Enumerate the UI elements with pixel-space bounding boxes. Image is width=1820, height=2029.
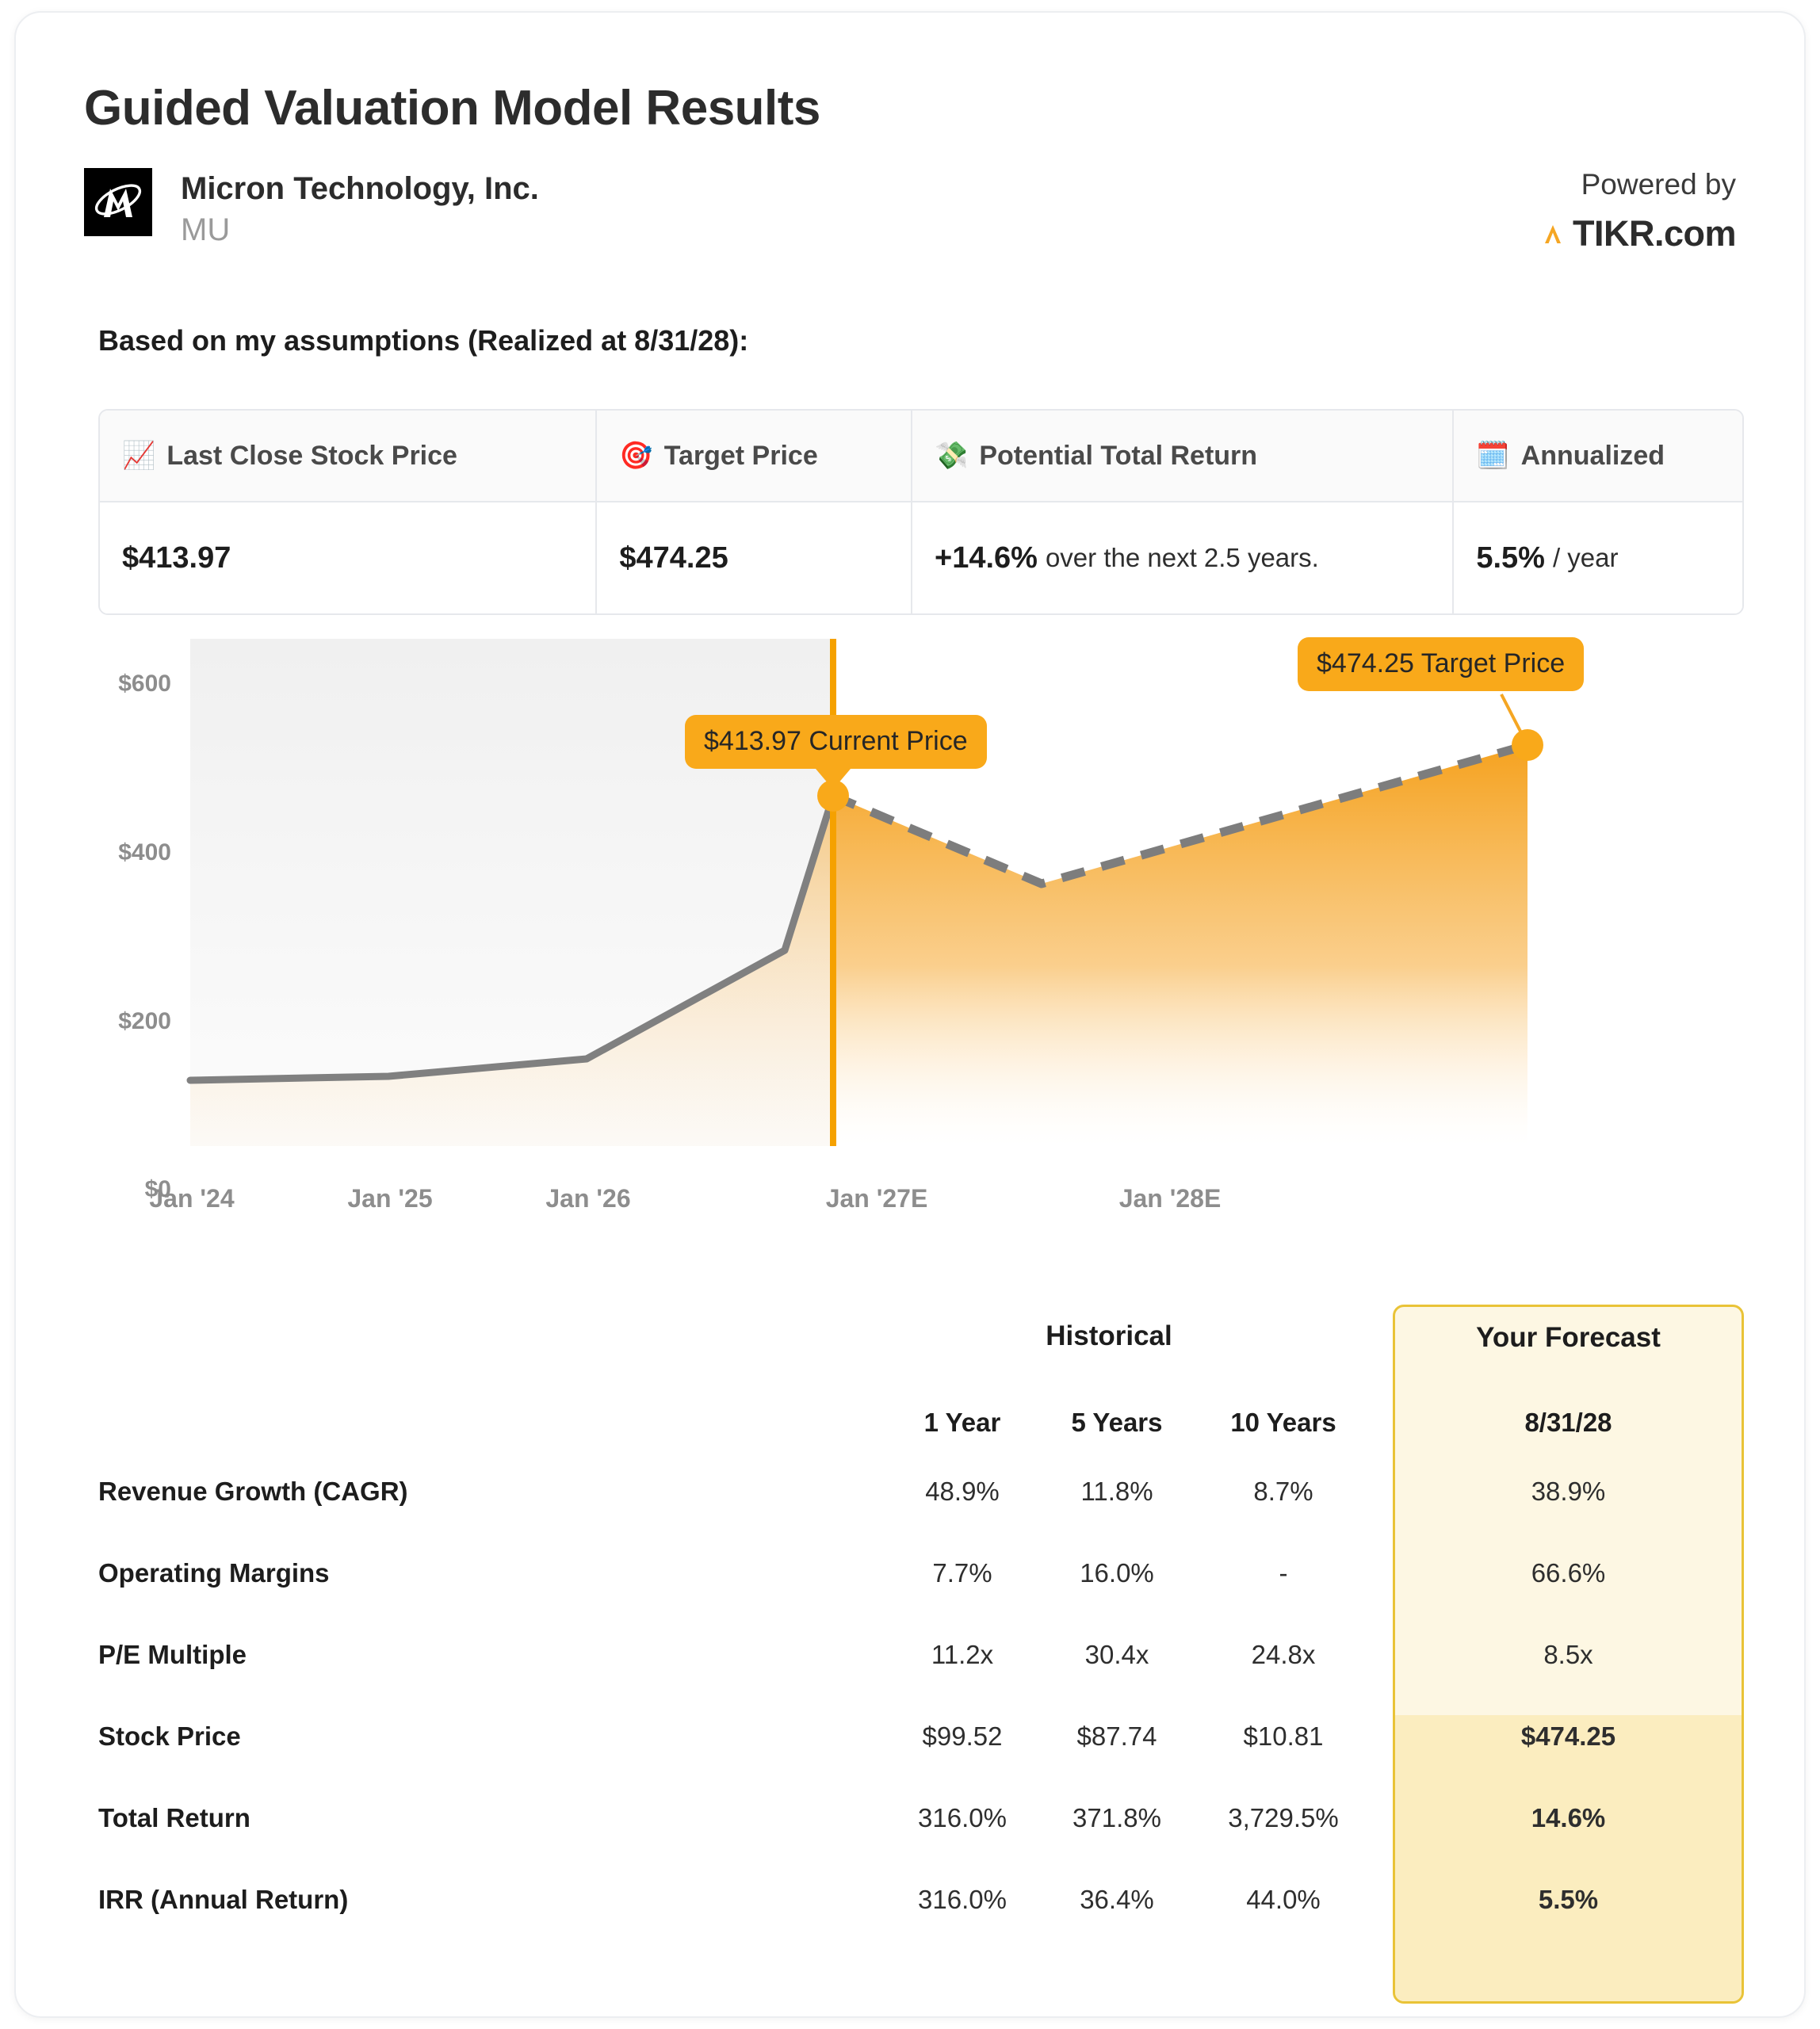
table-cell-10-years: $10.81: [1243, 1721, 1324, 1751]
money-with-wings-icon: 💸: [935, 441, 969, 471]
target-price-bubble: $474.25 Target Price: [1298, 637, 1585, 691]
table-row-label: P/E Multiple: [98, 1640, 247, 1669]
metric-value-suffix: over the next 2.5 years.: [1045, 543, 1319, 572]
x-tick-label: Jan '24: [149, 1184, 235, 1213]
table-cell-5-years: 36.4%: [1080, 1885, 1154, 1914]
price-forecast-chart: $600 $400 $200 $0: [98, 637, 1744, 1273]
x-tick-label: Jan '25: [347, 1184, 433, 1213]
x-tick-label: Jan '27E: [825, 1184, 928, 1213]
table-cell-5-years: $87.74: [1076, 1721, 1157, 1751]
metric-header-label: Annualized: [1520, 440, 1665, 471]
table-cell-10-years: -: [1279, 1558, 1288, 1588]
forecast-price-line: [831, 740, 1529, 888]
column-header-forecast-date: 8/31/28: [1524, 1408, 1612, 1437]
your-forecast-column-box: [1393, 1305, 1744, 2004]
column-header-1-year: 1 Year: [923, 1408, 1001, 1437]
valuation-results-card: Guided Valuation Model Results Micron Te…: [14, 11, 1806, 2018]
powered-by-label: Powered by: [1581, 168, 1736, 201]
metric-header-label: Potential Total Return: [979, 440, 1258, 471]
chart-increasing-icon: 📈: [122, 441, 156, 471]
calendar-icon: 🗓️: [1476, 441, 1510, 471]
table-cell-forecast: 5.5%: [1538, 1885, 1599, 1914]
table-cell-1-year: 316.0%: [918, 1885, 1007, 1914]
historical-price-line: [186, 792, 837, 1084]
current-price-bubble-tail: [816, 769, 851, 789]
table-row-label: Total Return: [98, 1803, 250, 1832]
table-row-label: IRR (Annual Return): [98, 1885, 349, 1914]
chart-canvas: [186, 639, 1543, 1146]
table-cell-forecast: 14.6%: [1531, 1803, 1606, 1832]
micron-m-logo-icon: [84, 168, 152, 236]
metric-header-annualized: 🗓️ Annualized: [1452, 411, 1742, 501]
metrics-header-row: 📈 Last Close Stock Price 🎯 Target Price …: [100, 411, 1742, 502]
metric-value-suffix: / year: [1552, 543, 1619, 572]
current-price-bubble: $413.97 Current Price: [685, 715, 987, 769]
table-cell-5-years: 30.4x: [1084, 1640, 1149, 1669]
company-name: Micron Technology, Inc.: [181, 171, 539, 206]
metric-value: $413.97: [122, 541, 231, 575]
metric-value: +14.6%: [935, 541, 1038, 575]
table-cell-1-year: 7.7%: [932, 1558, 992, 1588]
y-tick-label: $400: [118, 839, 171, 865]
metric-value-target-price: $474.25: [595, 502, 911, 613]
table-cell-5-years: 371.8%: [1072, 1803, 1161, 1832]
x-tick-label: Jan '28E: [1118, 1184, 1222, 1213]
tikr-logo-icon: [1539, 220, 1566, 247]
forecast-group-header: Your Forecast: [1476, 1322, 1661, 1353]
table-row-label: Operating Margins: [98, 1558, 330, 1588]
historical-group-header: Historical: [1046, 1320, 1172, 1351]
tikr-brand-name: TIKR.com: [1572, 213, 1737, 254]
metrics-value-row: $413.97 $474.25 +14.6% over the next 2.5…: [100, 502, 1742, 613]
target-price-marker: [1512, 729, 1543, 761]
metric-header-total-return: 💸 Potential Total Return: [911, 411, 1452, 501]
powered-by-block: Powered by TIKR.com: [1539, 168, 1737, 254]
dart-target-icon: 🎯: [619, 441, 653, 471]
table-row-label: Stock Price: [98, 1721, 241, 1751]
historical-area-fill: [190, 796, 833, 1146]
y-tick-label: $0: [144, 1176, 171, 1202]
metric-value-annualized: 5.5% / year: [1452, 502, 1742, 613]
table-cell-1-year: 316.0%: [918, 1803, 1007, 1832]
metric-value: 5.5%: [1476, 541, 1545, 575]
metric-header-label: Target Price: [663, 440, 818, 471]
metric-header-last-close: 📈 Last Close Stock Price: [100, 411, 595, 501]
metric-value-total-return: +14.6% over the next 2.5 years.: [911, 502, 1452, 613]
table-cell-forecast: 66.6%: [1531, 1558, 1606, 1588]
table-cell-1-year: 48.9%: [925, 1477, 1000, 1506]
table-cell-forecast: 38.9%: [1531, 1477, 1606, 1506]
y-tick-label: $600: [118, 671, 171, 697]
forecast-emphasis-shade: [1395, 1715, 1742, 2001]
table-cell-10-years: 3,729.5%: [1228, 1803, 1339, 1832]
table-cell-1-year: 11.2x: [931, 1640, 994, 1669]
company-ticker: MU: [181, 212, 231, 247]
metric-value: $474.25: [619, 541, 728, 575]
page-title: Guided Valuation Model Results: [84, 81, 820, 136]
table-cell-10-years: 24.8x: [1251, 1640, 1316, 1669]
metric-value-last-close: $413.97: [100, 502, 595, 613]
metrics-summary-table: 📈 Last Close Stock Price 🎯 Target Price …: [98, 409, 1744, 615]
y-tick-label: $200: [118, 1008, 171, 1034]
table-cell-forecast: $474.25: [1520, 1721, 1616, 1751]
table-cell-5-years: 11.8%: [1080, 1477, 1153, 1506]
metric-header-label: Last Close Stock Price: [166, 440, 457, 471]
metric-header-target-price: 🎯 Target Price: [595, 411, 911, 501]
table-cell-forecast: 8.5x: [1543, 1640, 1593, 1669]
x-tick-label: Jan '26: [545, 1184, 631, 1213]
assumptions-line: Based on my assumptions (Realized at 8/3…: [98, 324, 749, 357]
table-cell-5-years: 16.0%: [1080, 1558, 1154, 1588]
table-cell-10-years: 8.7%: [1253, 1477, 1313, 1506]
column-header-5-years: 5 Years: [1071, 1408, 1163, 1437]
table-cell-1-year: $99.52: [922, 1721, 1003, 1751]
forecast-area-fill: [833, 745, 1528, 1146]
column-header-10-years: 10 Years: [1230, 1408, 1336, 1437]
table-row-label: Revenue Growth (CAGR): [98, 1477, 408, 1506]
table-cell-10-years: 44.0%: [1246, 1885, 1321, 1914]
